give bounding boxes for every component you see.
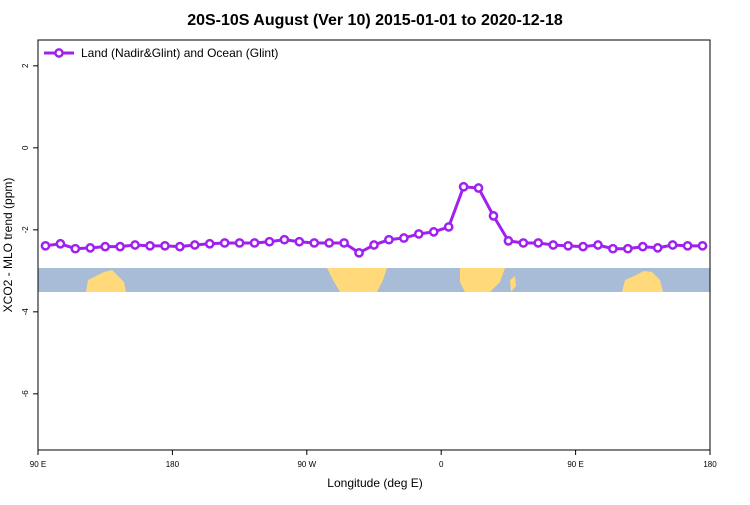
data-point [219,238,230,248]
data-point [548,240,559,250]
data-point [488,211,499,221]
x-axis-label: Longitude (deg E) [327,476,422,490]
data-point [369,240,379,250]
data-point [533,238,544,248]
data-point [189,240,200,250]
plot-frame [37,39,711,451]
data-point [518,238,529,248]
data-point [249,238,260,248]
data-point [339,238,349,248]
data-point [458,181,469,192]
y-tick-label: -6 [21,390,30,398]
chart-title: 20S-10S August (Ver 10) 2015-01-01 to 20… [187,12,563,29]
y-tick-label: -2 [21,226,30,234]
data-point [55,238,66,249]
data-point [503,236,514,246]
data-point [578,241,588,252]
y-axis-label: XCO2 - MLO trend (ppm) [1,178,15,313]
data-point [473,183,484,193]
y-tick-label: -4 [21,308,30,316]
data-point [354,247,364,258]
data-point [264,236,275,247]
map-strip [38,268,710,292]
x-tick-label: 180 [166,460,180,469]
data-point [85,243,96,253]
data-point [428,227,439,237]
data-point [637,241,648,252]
data-point [294,236,305,247]
legend-label: Land (Nadir&Glint) and Ocean (Glint) [81,46,278,60]
data-point [682,240,693,251]
data-point [623,243,633,254]
data-point [100,241,111,252]
x-tick-label: 90 W [297,460,316,469]
data-point [652,243,663,253]
data-point [234,238,245,248]
data-point [608,243,618,254]
y-tick-label: 0 [21,145,30,150]
data-point [279,234,290,245]
data-point [697,240,708,251]
y-tick-label: 2 [21,63,30,68]
data-point [160,240,170,251]
data-point [175,241,185,252]
data-point [593,240,603,250]
data-point [204,238,215,249]
data-point [145,240,155,251]
x-tick-label: 90 E [567,460,583,469]
data-point [563,240,573,251]
legend-marker [54,48,64,58]
data-point [324,238,335,248]
data-point [667,240,678,250]
data-point [384,234,394,245]
data-point [399,233,409,243]
data-point [309,238,320,248]
data-point [115,241,125,252]
data-point [130,240,140,250]
x-tick-label: 180 [703,460,717,469]
data-point [40,240,51,251]
data-point [70,243,81,254]
x-tick-label: 0 [439,460,444,469]
data-point [443,222,454,232]
data-point [413,229,424,239]
x-tick-label: 90 E [30,460,46,469]
